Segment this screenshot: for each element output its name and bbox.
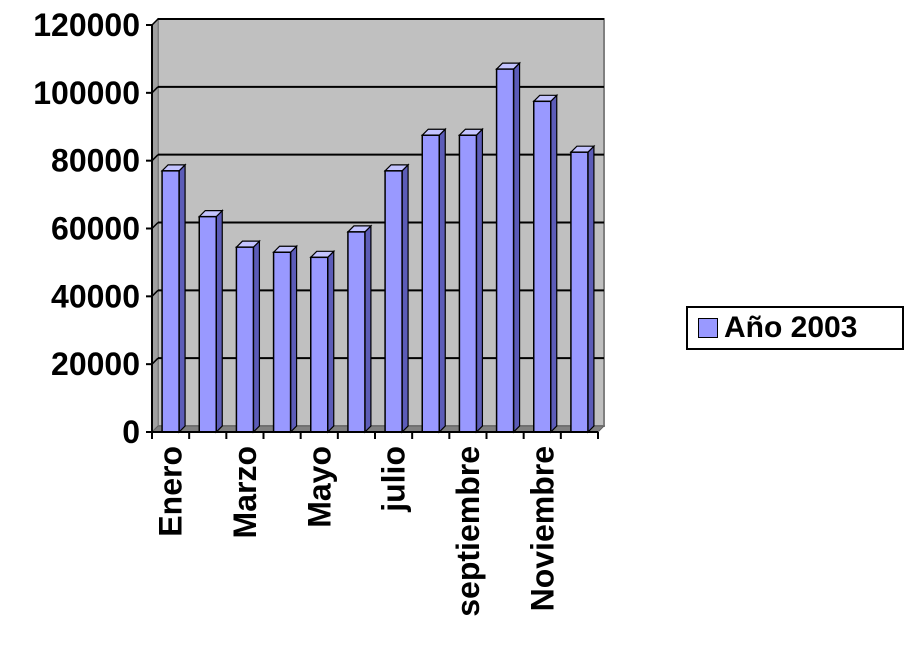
bar-side xyxy=(252,239,261,434)
bar-front xyxy=(272,251,292,433)
x-tick-label: Mayo xyxy=(301,446,337,528)
axes xyxy=(146,24,599,439)
x-tick-label: septiembre xyxy=(450,446,486,617)
bar-septiembre xyxy=(457,127,484,434)
bar-side xyxy=(401,163,409,434)
y-tick-label: 100000 xyxy=(33,75,140,111)
x-tick-label: Enero xyxy=(153,446,189,537)
bar-enero xyxy=(160,163,187,434)
x-tick-label: julio xyxy=(376,446,412,513)
bar-side xyxy=(512,61,521,434)
bar-front xyxy=(570,151,589,433)
bar-side xyxy=(289,244,298,434)
bar-side xyxy=(475,127,484,434)
bar-front xyxy=(421,134,440,433)
bar-front xyxy=(533,100,552,433)
y-tick-label: 40000 xyxy=(51,278,140,314)
y-tick-label: 20000 xyxy=(51,346,140,382)
bar-front xyxy=(235,246,255,433)
bar-side xyxy=(327,249,335,434)
grid-lines xyxy=(151,18,604,365)
bar-abril xyxy=(272,244,299,434)
bar-diciembre xyxy=(569,144,596,434)
y-tick-label: 0 xyxy=(122,414,140,450)
y-tick-label: 80000 xyxy=(51,143,140,179)
bar-junio xyxy=(346,224,373,434)
x-axis-tick-labels: Enero Marzo Mayo julio septiembre Noviembre xyxy=(153,446,561,617)
bar-side xyxy=(550,93,558,434)
y-axis-tick-labels: 0 20000 40000 60000 80000 100000 120000 xyxy=(33,7,140,450)
y-tick-label: 60000 xyxy=(51,211,140,247)
bar-mayo xyxy=(309,249,336,434)
bar-julio xyxy=(383,163,410,434)
bar-front xyxy=(347,231,366,433)
bar-front xyxy=(161,170,180,433)
legend-swatch xyxy=(698,318,718,338)
bar-front xyxy=(198,215,217,433)
legend: Año 2003 xyxy=(686,306,904,350)
legend-label: Año 2003 xyxy=(724,311,858,344)
bar-side xyxy=(587,144,595,434)
y-tick-label: 120000 xyxy=(33,7,140,43)
bar-marzo xyxy=(234,239,261,434)
bars xyxy=(160,61,596,434)
x-tick-label: Noviembre xyxy=(524,446,560,611)
bar-side xyxy=(215,209,223,434)
bar-front xyxy=(495,68,515,433)
bar-side xyxy=(178,163,186,434)
bar-noviembre xyxy=(532,93,559,434)
bar-side xyxy=(364,224,372,434)
bar-side xyxy=(438,127,446,434)
bar-front xyxy=(310,256,329,433)
bar-front xyxy=(384,170,403,433)
bar-octubre xyxy=(495,61,522,434)
x-tick-label: Marzo xyxy=(227,446,263,538)
gridline-depth xyxy=(151,18,159,26)
bar-front xyxy=(458,134,478,433)
bar-agosto xyxy=(420,127,447,434)
bar-febrero xyxy=(197,209,224,434)
